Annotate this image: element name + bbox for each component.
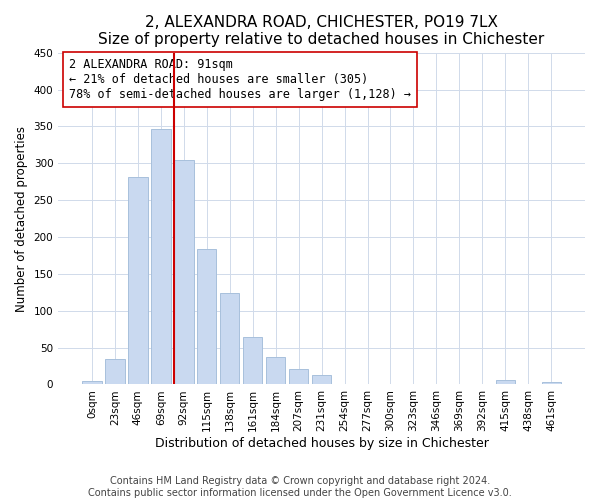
Bar <box>82 381 101 384</box>
Text: 2 ALEXANDRA ROAD: 91sqm
← 21% of detached houses are smaller (305)
78% of semi-d: 2 ALEXANDRA ROAD: 91sqm ← 21% of detache… <box>69 58 411 100</box>
Bar <box>128 176 148 384</box>
Bar <box>105 358 125 384</box>
Bar <box>243 336 262 384</box>
Y-axis label: Number of detached properties: Number of detached properties <box>15 126 28 312</box>
Bar <box>151 128 170 384</box>
Bar <box>197 249 217 384</box>
Bar <box>174 160 194 384</box>
Bar <box>496 380 515 384</box>
Text: Contains HM Land Registry data © Crown copyright and database right 2024.
Contai: Contains HM Land Registry data © Crown c… <box>88 476 512 498</box>
Title: 2, ALEXANDRA ROAD, CHICHESTER, PO19 7LX
Size of property relative to detached ho: 2, ALEXANDRA ROAD, CHICHESTER, PO19 7LX … <box>98 15 545 48</box>
Bar <box>289 369 308 384</box>
Bar <box>266 357 286 384</box>
X-axis label: Distribution of detached houses by size in Chichester: Distribution of detached houses by size … <box>155 437 488 450</box>
Bar <box>312 375 331 384</box>
Bar <box>220 293 239 384</box>
Bar <box>542 382 561 384</box>
